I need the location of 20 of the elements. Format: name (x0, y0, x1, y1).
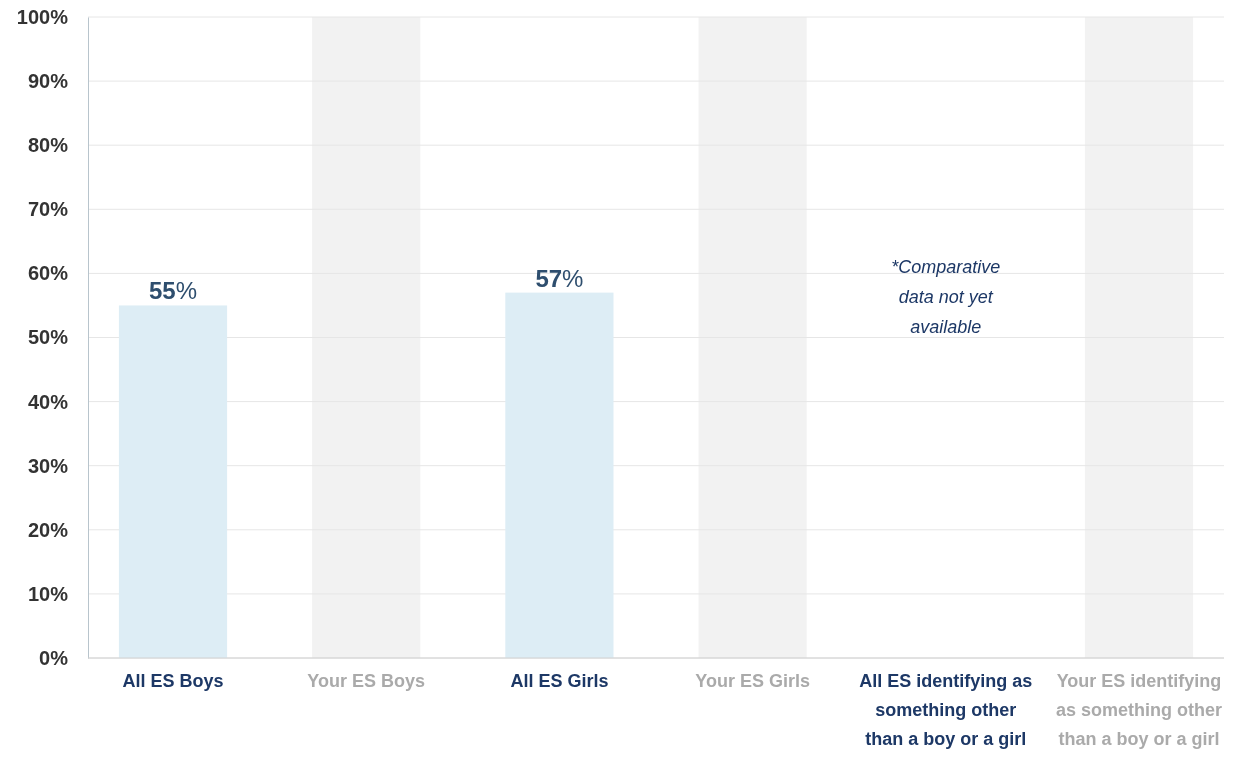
y-tick-label: 0% (39, 646, 69, 669)
y-tick-label: 50% (27, 326, 69, 349)
x-tick-label: All ES Boys (122, 670, 224, 691)
annotation: *Comparative data not yet available (891, 257, 1001, 338)
x-tick-label: Your ES identifying as something other than a boy or a girl (1055, 670, 1223, 749)
y-tick-label: 60% (27, 262, 69, 285)
data-label: 55% (148, 277, 198, 305)
x-tick-label: Your ES Girls (695, 670, 810, 691)
x-tick-label: All ES Girls (510, 670, 609, 691)
y-tick-label: 10% (27, 582, 69, 605)
y-tick-label: 30% (27, 454, 69, 477)
y-tick-label: 100% (16, 5, 69, 28)
data-label: 57% (535, 264, 584, 292)
x-tick-label: Your ES Boys (307, 670, 426, 691)
y-tick-label: 40% (27, 390, 69, 413)
y-tick-label: 90% (27, 70, 69, 92)
y-tick-label: 80% (27, 134, 69, 157)
y-tick-label: 70% (27, 198, 69, 221)
x-tick-label: All ES identifying as something other than a boy or a girl (859, 670, 1033, 749)
y-tick-label: 20% (27, 518, 69, 541)
